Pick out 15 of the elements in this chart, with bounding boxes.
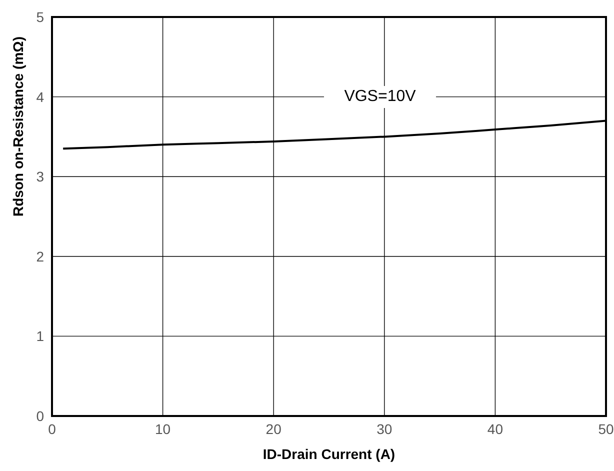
x-tick-label: 40 [487,420,504,437]
y-axis-title: Rdson on-Resistance (mΩ) [10,36,26,216]
y-tick-label: 0 [36,408,44,424]
y-tick-label: 1 [36,328,44,344]
x-tick-label: 30 [376,420,392,437]
y-tick-label: 2 [36,248,44,264]
y-tick-label: 3 [36,168,44,185]
y-tick-label: 5 [36,8,44,25]
annotation: VGS=10V [324,86,436,108]
x-tick-label: 10 [155,420,171,437]
x-tick-label: 50 [598,420,614,437]
x-tick-label: 20 [266,420,282,437]
x-axis-title: ID-Drain Current (A) [262,446,396,462]
y-tick-label: 4 [36,88,44,105]
x-tick-label: 0 [48,420,56,437]
